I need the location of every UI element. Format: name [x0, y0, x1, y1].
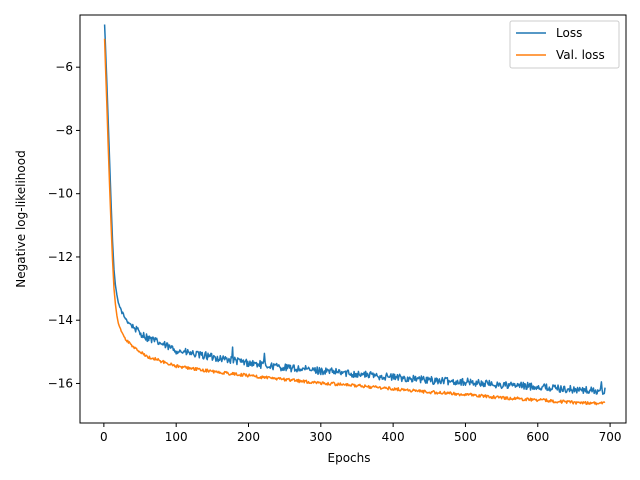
- x-tick-label: 100: [165, 430, 188, 444]
- y-tick-label: −12: [48, 250, 73, 264]
- y-tick-label: −6: [55, 60, 73, 74]
- legend-label-val-loss: Val. loss: [556, 48, 605, 62]
- x-tick-label: 300: [309, 430, 332, 444]
- x-tick-label: 600: [526, 430, 549, 444]
- x-tick-label: 0: [100, 430, 108, 444]
- legend-label-loss: Loss: [556, 26, 582, 40]
- plot-frame: [79, 14, 627, 424]
- y-tick-label: −14: [48, 313, 73, 327]
- y-tick-label: −8: [55, 123, 73, 137]
- plot-lines: [103, 24, 606, 406]
- series-line-loss: [103, 24, 606, 395]
- x-tick-label: 200: [237, 430, 260, 444]
- x-axis-label: Epochs: [328, 451, 371, 465]
- y-axis-ticks: −16 −14 −12 −10 −8 −6: [48, 60, 80, 390]
- x-axis-ticks: 0 100 200 300 400 500 600 700: [100, 423, 622, 444]
- x-tick-label: 400: [382, 430, 405, 444]
- x-tick-label: 700: [599, 430, 622, 444]
- x-tick-label: 500: [454, 430, 477, 444]
- legend: Loss Val. loss: [509, 20, 620, 69]
- y-axis-label: Negative log-likelihood: [14, 150, 28, 287]
- series-line-val-loss: [103, 38, 606, 406]
- y-tick-label: −10: [48, 187, 73, 201]
- y-tick-label: −16: [48, 376, 73, 390]
